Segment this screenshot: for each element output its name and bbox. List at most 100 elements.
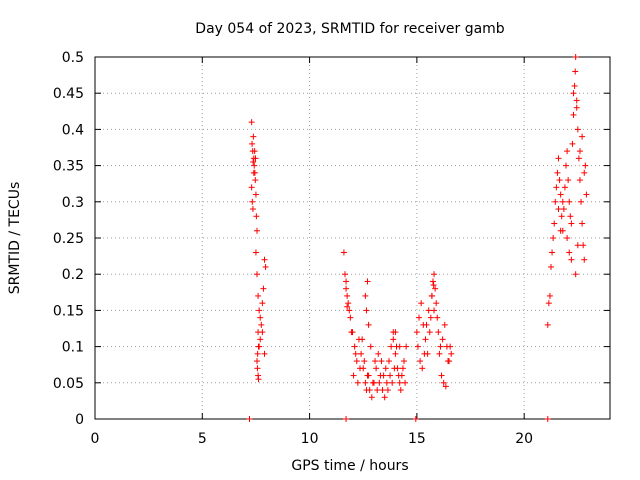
data-point bbox=[576, 177, 583, 184]
data-point bbox=[544, 321, 551, 328]
data-point bbox=[421, 350, 428, 357]
data-point bbox=[373, 365, 380, 372]
data-point bbox=[262, 263, 269, 270]
data-point bbox=[383, 379, 390, 386]
data-point bbox=[432, 285, 439, 292]
data-point bbox=[246, 416, 253, 422]
data-point bbox=[372, 358, 379, 365]
x-tick-label: 15 bbox=[408, 431, 426, 447]
data-point bbox=[358, 350, 365, 357]
data-point bbox=[378, 358, 385, 365]
data-point bbox=[388, 343, 395, 350]
data-point bbox=[423, 321, 430, 328]
data-point bbox=[558, 213, 565, 220]
data-point bbox=[564, 148, 571, 155]
data-point bbox=[382, 365, 389, 372]
plot-frame bbox=[94, 56, 611, 420]
y-tick-label: 0.5 bbox=[62, 50, 84, 66]
data-point bbox=[564, 235, 571, 241]
data-point bbox=[252, 177, 259, 184]
data-point bbox=[555, 155, 562, 162]
data-point bbox=[557, 227, 564, 234]
data-point bbox=[248, 119, 255, 126]
data-point bbox=[249, 140, 256, 147]
data-point bbox=[249, 198, 256, 205]
data-point bbox=[351, 343, 358, 350]
axis-ticks bbox=[94, 56, 610, 420]
data-point bbox=[566, 198, 573, 205]
y-tick-label: 0 bbox=[75, 412, 84, 428]
data-point bbox=[431, 271, 438, 278]
data-point bbox=[418, 300, 425, 307]
data-point bbox=[573, 97, 580, 104]
data-point bbox=[551, 220, 558, 227]
data-point bbox=[572, 68, 579, 75]
x-tick-label: 0 bbox=[91, 431, 100, 447]
data-point bbox=[574, 126, 581, 133]
data-point bbox=[254, 271, 261, 278]
data-point bbox=[362, 292, 369, 299]
data-point bbox=[568, 220, 575, 227]
data-point bbox=[431, 307, 438, 314]
data-point bbox=[550, 235, 557, 241]
data-point bbox=[416, 314, 423, 321]
data-point bbox=[555, 206, 562, 213]
y-tick-label: 0.3 bbox=[62, 195, 84, 211]
data-point bbox=[579, 133, 586, 140]
data-point bbox=[566, 249, 573, 256]
data-point bbox=[578, 198, 585, 205]
data-point bbox=[430, 282, 437, 289]
data-point bbox=[559, 198, 566, 205]
data-point bbox=[254, 350, 261, 357]
data-point bbox=[448, 350, 455, 357]
y-tick-label: 0.05 bbox=[53, 376, 84, 392]
data-point bbox=[368, 394, 375, 401]
data-point bbox=[392, 329, 399, 336]
data-point bbox=[354, 379, 361, 386]
data-point bbox=[259, 329, 266, 336]
data-point bbox=[357, 365, 364, 372]
data-point bbox=[255, 376, 262, 383]
data-point bbox=[258, 321, 265, 328]
data-point bbox=[441, 321, 448, 328]
data-point bbox=[374, 387, 381, 394]
data-point bbox=[261, 256, 268, 263]
data-point bbox=[552, 198, 559, 205]
grid bbox=[94, 56, 610, 420]
data-point bbox=[362, 379, 369, 386]
data-point bbox=[580, 242, 587, 249]
data-point bbox=[583, 191, 590, 198]
data-point bbox=[414, 343, 421, 350]
data-point bbox=[381, 394, 388, 401]
data-point bbox=[346, 307, 353, 314]
data-point bbox=[365, 372, 372, 379]
data-point bbox=[367, 343, 374, 350]
data-point bbox=[340, 249, 347, 256]
data-point bbox=[581, 256, 588, 263]
data-point bbox=[579, 220, 586, 227]
x-tick-label: 20 bbox=[515, 431, 533, 447]
data-point bbox=[249, 206, 256, 213]
data-point bbox=[437, 343, 444, 350]
data-point bbox=[255, 292, 262, 299]
data-point bbox=[352, 350, 359, 357]
data-point bbox=[254, 358, 261, 365]
data-point bbox=[250, 158, 257, 165]
data-point bbox=[435, 329, 442, 336]
y-tick-label: 0.25 bbox=[53, 231, 84, 247]
data-point bbox=[375, 350, 382, 357]
data-point bbox=[390, 336, 397, 343]
data-point bbox=[391, 365, 398, 372]
data-point bbox=[364, 278, 371, 285]
data-point bbox=[396, 343, 403, 350]
data-point bbox=[438, 372, 445, 379]
data-point bbox=[545, 300, 552, 307]
data-point bbox=[425, 307, 432, 314]
data-point bbox=[419, 365, 426, 372]
y-tick-label: 0.2 bbox=[62, 267, 84, 283]
data-point bbox=[369, 379, 376, 386]
x-axis-label: GPS time / hours bbox=[291, 458, 408, 474]
data-point bbox=[350, 372, 357, 379]
x-tick-label: 5 bbox=[198, 431, 207, 447]
data-point bbox=[384, 387, 391, 394]
